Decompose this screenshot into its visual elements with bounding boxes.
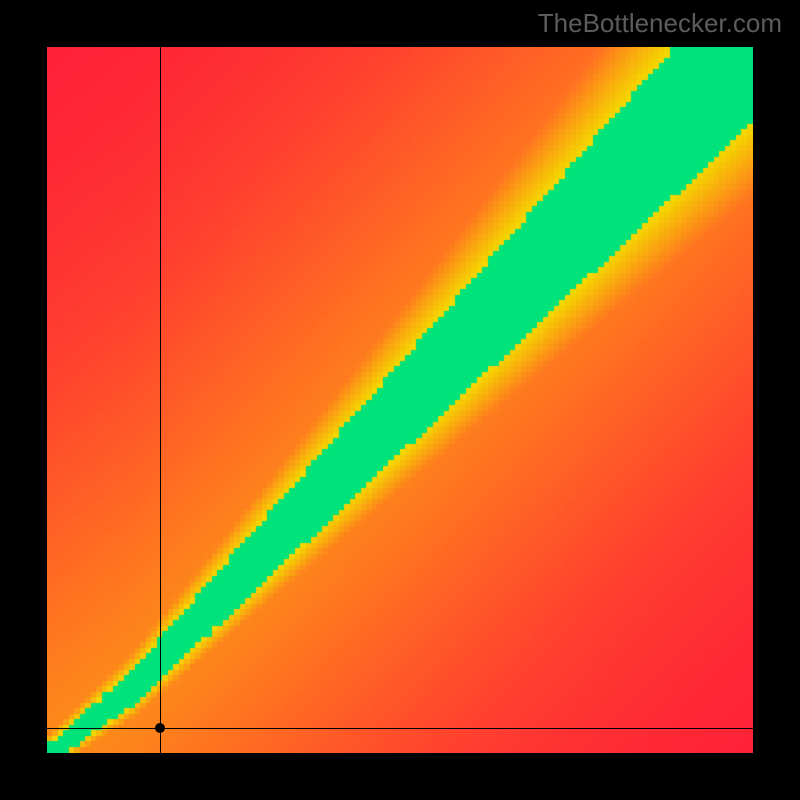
heatmap-plot: [47, 47, 753, 753]
crosshair-horizontal: [47, 728, 753, 729]
heatmap-canvas: [47, 47, 753, 753]
crosshair-marker-dot: [155, 723, 165, 733]
crosshair-vertical: [160, 47, 161, 753]
watermark: TheBottlenecker.com: [538, 8, 782, 39]
